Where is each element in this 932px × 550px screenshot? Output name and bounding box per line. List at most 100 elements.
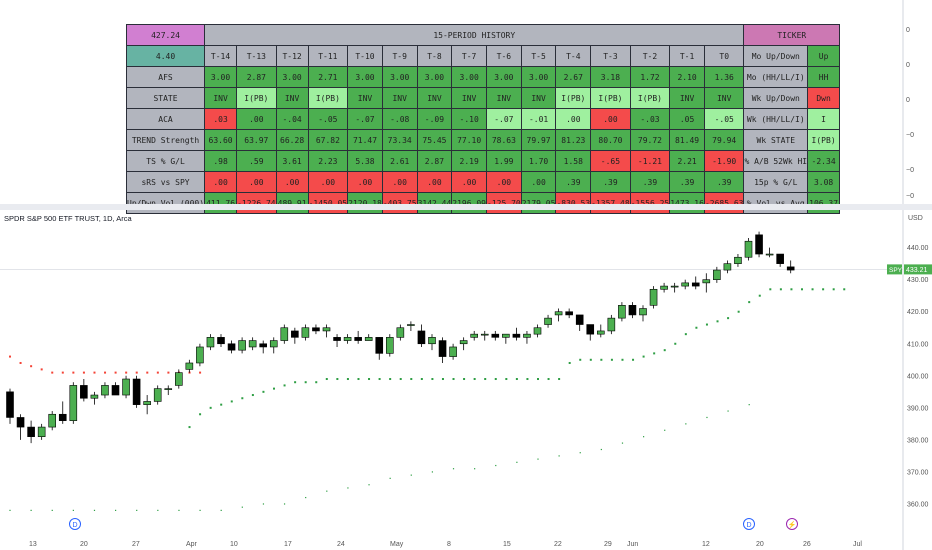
price-chart[interactable]: USD 440.00 430.00 420.00 410.00 400.00 390.00… — [0, 210, 932, 550]
stop-dot-red — [167, 371, 170, 374]
table-cell: INV — [520, 87, 557, 109]
stop-dot-green — [336, 378, 339, 381]
stop-dots — [9, 288, 846, 511]
table-cell: 2.10 — [669, 66, 705, 88]
row-label: sRS vs SPY — [125, 171, 206, 193]
candle-body — [660, 285, 668, 290]
table-cell: -.10 — [451, 108, 487, 130]
candle-body — [491, 333, 500, 338]
right-value: Up — [807, 45, 841, 67]
stop-dot-green — [801, 288, 803, 291]
candle-body — [375, 337, 384, 354]
indicator-axis-label: −0 — [906, 132, 914, 139]
candle-body — [554, 311, 563, 316]
table-cell: 79.72 — [629, 129, 671, 151]
candle-body — [480, 333, 489, 336]
stop-dot-green — [621, 358, 624, 361]
candle-body — [364, 337, 373, 341]
price-tick-label: 440.00 — [907, 245, 929, 252]
candle-body — [649, 288, 658, 306]
table-cell: I(PB) — [590, 87, 631, 109]
period-header: T-3 — [590, 45, 631, 67]
x-tick-label: 8 — [447, 541, 451, 548]
event-marker — [69, 518, 81, 530]
stop-dot-small — [558, 455, 560, 457]
candle-body — [280, 327, 289, 341]
candle-body — [132, 378, 141, 405]
candle-body — [407, 324, 415, 326]
stop-dot-small — [368, 484, 370, 486]
table-cell: -.05 — [703, 108, 745, 130]
stop-dot-green — [241, 397, 244, 400]
stop-dot-small — [283, 503, 286, 505]
candle-body — [227, 343, 236, 351]
indicator-axis-label: −0 — [906, 167, 914, 174]
table-cell: -.05 — [307, 108, 349, 130]
table-cell: .00 — [236, 108, 277, 130]
axes: 440.00 430.00 420.00 410.00 400.00 390.00 380.… — [29, 245, 932, 548]
stop-dot-small — [643, 436, 645, 438]
x-tick-label: 22 — [554, 541, 562, 548]
table-cell: 2.87 — [416, 150, 453, 172]
candle-body — [438, 340, 447, 357]
right-label: Wk STATE — [743, 129, 809, 151]
candle-body — [628, 305, 637, 316]
period-header: T-13 — [236, 45, 277, 67]
stop-dot-small — [9, 509, 11, 511]
data-row: TREND Strength 63.60 63.97 66.28 67.82 71.47 7… — [125, 129, 841, 151]
period-header: T-10 — [347, 45, 383, 67]
stop-dot-red — [9, 355, 11, 358]
table-cell: -.09 — [416, 108, 453, 130]
table-cell: .39 — [555, 171, 592, 193]
candle-body — [122, 378, 130, 396]
right-label: 15p % G/L — [743, 171, 809, 193]
stop-dot-green — [822, 288, 825, 291]
table-cell: -1.90 — [703, 150, 745, 172]
table-cell: INV — [275, 87, 309, 109]
table-cell: 3.00 — [381, 66, 418, 88]
right-value: HH — [807, 66, 841, 88]
stop-dot-green — [357, 378, 360, 381]
stop-dot-small — [51, 509, 53, 511]
stop-dot-green — [473, 378, 476, 381]
table-cell: 73.34 — [381, 129, 418, 151]
event-marker — [786, 518, 798, 530]
x-tick-label: 26 — [803, 541, 811, 548]
x-tick-label: 13 — [29, 541, 37, 548]
stop-dot-red — [125, 371, 128, 374]
candle-body — [312, 327, 320, 332]
table-cell: 3.00 — [520, 66, 557, 88]
history-table: 427.24 15-PERIOD HISTORY TICKER 4.40 T-14… — [125, 24, 841, 214]
stop-dot-green — [410, 378, 413, 381]
table-cell: -.03 — [629, 108, 671, 130]
candle-body — [702, 279, 711, 284]
table-cell: INV — [381, 87, 418, 109]
candle-body — [417, 330, 426, 345]
indicator-pane: 0 0 0 −0 −0 −0 — [902, 0, 914, 204]
indicator-axis-label: 0 — [906, 62, 910, 69]
table-cell: 1.36 — [703, 66, 745, 88]
chart-title: SPDR S&P 500 ETF TRUST, 1D, Arca — [4, 214, 132, 223]
candle-body — [713, 269, 721, 280]
table-cell: 3.00 — [451, 66, 487, 88]
stop-dot-green — [452, 378, 455, 381]
stop-dot-green — [832, 288, 835, 291]
symbol-badge — [887, 264, 902, 275]
table-cell: 71.47 — [347, 129, 383, 151]
table-cell: 66.28 — [275, 129, 309, 151]
stop-dot-green — [515, 378, 518, 381]
period-header: T-8 — [416, 45, 453, 67]
pane-divider[interactable] — [0, 204, 932, 210]
stop-dot-small — [30, 509, 32, 511]
candle-body — [354, 337, 362, 341]
stop-dot-green — [230, 400, 233, 403]
candle-body — [69, 385, 78, 421]
x-tick-label: 29 — [604, 541, 612, 548]
table-cell: .00 — [204, 171, 238, 193]
stop-dot-small — [727, 410, 729, 412]
period-row: 4.40 T-14 T-13 T-12 T-11 T-10 T-9 T-8 T-7 T-6 T-5 T… — [125, 45, 841, 67]
period-header: T-9 — [381, 45, 418, 67]
stop-dot-small — [305, 496, 307, 499]
candle-body — [502, 333, 510, 338]
candle-body — [48, 413, 57, 428]
